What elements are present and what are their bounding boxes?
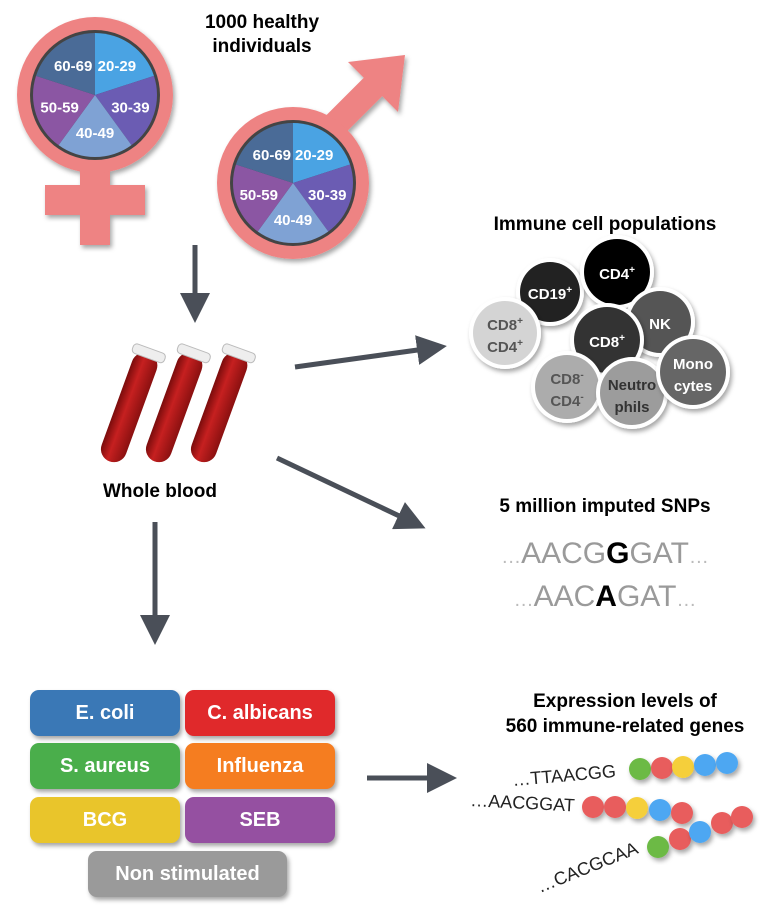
- stimulus-bcg: BCG: [30, 797, 180, 843]
- male-slice-60-69: [235, 123, 293, 183]
- expression-bead: [582, 796, 604, 818]
- expression-bead: [629, 758, 651, 780]
- cell-label: CD8+: [487, 316, 523, 334]
- blood-tubes-icon: [100, 343, 256, 463]
- cell-label: CD8-: [550, 370, 583, 388]
- cell-label: cytes: [674, 378, 712, 395]
- cell-label: Mono: [673, 356, 713, 373]
- expression-bead: [604, 796, 626, 818]
- cell-label: Neutro: [608, 377, 656, 394]
- strand-sequence: …CACGCAA: [534, 838, 641, 897]
- male-slice-label: 30-39: [308, 187, 346, 204]
- female-age-pie: 20-29 30-39 40-49 50-59 60-69: [30, 30, 160, 160]
- expression-bead: [647, 836, 669, 858]
- expression-bead: [672, 756, 694, 778]
- stimulus-c-albicans: C. albicans: [185, 690, 335, 736]
- cell-label: NK: [649, 316, 671, 333]
- cell-label: CD8+: [589, 333, 625, 351]
- cell-label: CD19+: [528, 285, 572, 303]
- female-slice-label: 20-29: [98, 58, 136, 75]
- cell-label: phils: [614, 399, 649, 416]
- expression-bead: [731, 806, 753, 828]
- cohort-title-line2: individuals: [212, 36, 311, 57]
- male-slice-40-49: [257, 183, 329, 243]
- expression-bead: [694, 754, 716, 776]
- expression-strands: …TTAACGG…AACGGAT …CACGCAA: [470, 752, 753, 897]
- snp-seq-2: …AACAGAT…: [514, 580, 697, 613]
- expression-bead: [651, 757, 673, 779]
- expression-bead: [716, 752, 738, 774]
- stimulus-influenza: Influenza: [185, 743, 335, 789]
- expression-bead: [711, 812, 733, 834]
- male-age-pie: 20-29 30-39 40-49 50-59 60-69: [230, 120, 356, 246]
- cell-cd19: CD19+: [516, 258, 584, 326]
- expression-title-line1: Expression levels of: [533, 691, 717, 712]
- female-slice-50-59: [33, 75, 95, 146]
- male-slice-label: 40-49: [274, 212, 312, 229]
- female-slice-40-49: [58, 95, 132, 158]
- male-slice-20-29: [293, 123, 351, 183]
- expression-bead: [649, 799, 671, 821]
- stimulus-e-coli: E. coli: [30, 690, 180, 736]
- male-slice-30-39: [293, 164, 353, 232]
- cell-label: CD4-: [550, 392, 583, 410]
- cell-cd8cd4: CD8+ CD4+: [469, 297, 541, 369]
- cell-label: CD4+: [599, 265, 635, 283]
- expression-bead: [626, 797, 648, 819]
- snps-title: 5 million imputed SNPs: [499, 496, 710, 517]
- cell-label: CD4+: [487, 338, 523, 356]
- strand-sequence: …AACGGAT: [470, 790, 576, 815]
- male-slice-label: 60-69: [253, 147, 291, 164]
- immune-title: Immune cell populations: [494, 214, 717, 235]
- female-slice-label: 40-49: [76, 125, 114, 142]
- arrow-to-cells: [294, 335, 447, 370]
- expression-bead: [671, 802, 693, 824]
- cell-cd4: CD4+: [580, 235, 654, 309]
- female-slice-60-69: [36, 33, 95, 95]
- strand-sequence: …TTAACGG: [512, 761, 617, 790]
- female-slice-label: 50-59: [40, 99, 78, 116]
- stimulus-s-aureus: S. aureus: [30, 743, 180, 789]
- arrow-to-snps: [275, 455, 426, 530]
- stimulus-seb: SEB: [185, 797, 335, 843]
- cell-neutrophils: Neutro phils: [596, 357, 668, 429]
- female-slice-label: 30-39: [111, 99, 149, 116]
- snp-seq-1: …AACGGGAT…: [501, 537, 709, 570]
- arrows: [140, 245, 457, 793]
- snp-sequences: …AACGGGAT… …AACAGAT…: [501, 537, 709, 613]
- male-slice-label: 50-59: [240, 187, 278, 204]
- expression-strand: …AACGGAT: [470, 790, 693, 824]
- cell-monocytes: Mono cytes: [656, 335, 730, 409]
- whole-blood-label: Whole blood: [103, 481, 217, 502]
- female-slice-20-29: [95, 33, 154, 95]
- female-slice-label: 60-69: [54, 58, 92, 75]
- cell-cd8cd4: CD8- CD4-: [531, 351, 603, 423]
- expression-bead: [669, 828, 691, 850]
- cohort-title-line1: 1000 healthy: [205, 12, 319, 33]
- male-slice-label: 20-29: [295, 147, 333, 164]
- stimulus-non-stimulated: Non stimulated: [88, 851, 287, 897]
- female-slice-30-39: [95, 75, 157, 146]
- expression-bead: [689, 821, 711, 843]
- immune-cell-cluster: CD19+ CD4+ NK CD8+ CD4+ CD8+ CD8- CD4- Neutro phi…: [469, 235, 730, 429]
- expression-strand: …TTAACGG: [512, 752, 738, 790]
- expression-title-line2: 560 immune-related genes: [506, 716, 745, 737]
- male-slice-50-59: [233, 164, 293, 232]
- expression-strand: …CACGCAA: [534, 806, 753, 897]
